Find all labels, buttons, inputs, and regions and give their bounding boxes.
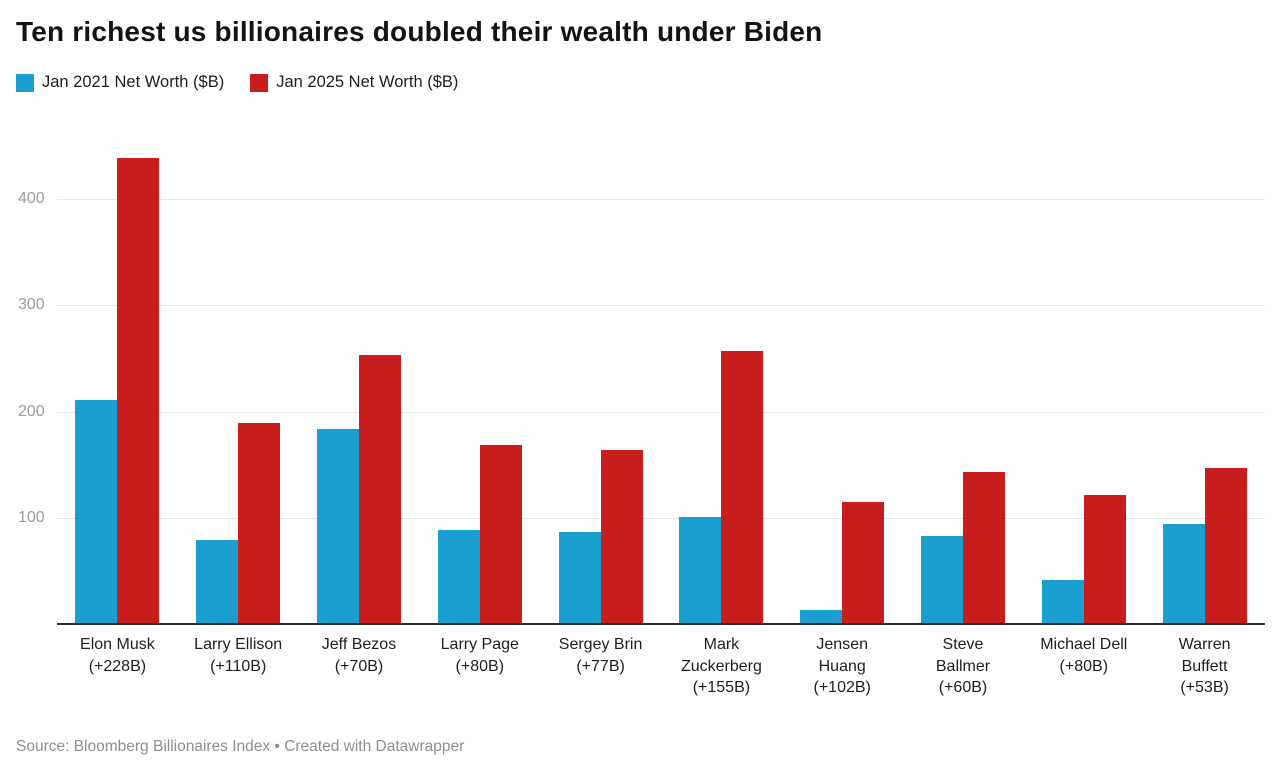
x-label-7: Steve Ballmer (+60B) bbox=[935, 636, 991, 696]
x-label-0: Elon Musk (+228B) bbox=[80, 636, 155, 675]
bar-2025-7 bbox=[962, 471, 1005, 623]
bar-group-1 bbox=[178, 150, 299, 623]
bar-group-3 bbox=[419, 150, 540, 623]
bar-group-9 bbox=[1144, 150, 1265, 623]
x-label-6: Jensen Huang (+102B) bbox=[813, 636, 871, 696]
bar-group-4 bbox=[540, 150, 661, 623]
bar-2021-7 bbox=[920, 535, 963, 623]
gridline-200 bbox=[57, 411, 1265, 413]
bar-group-2 bbox=[299, 150, 420, 623]
x-label-8: Michael Dell (+80B) bbox=[1040, 636, 1128, 675]
bar-2025-0 bbox=[117, 157, 160, 623]
y-tick-label-200: 200 bbox=[18, 402, 45, 420]
bar-2021-2 bbox=[316, 429, 359, 623]
gridline-400 bbox=[57, 198, 1265, 200]
bar-2021-9 bbox=[1162, 523, 1205, 623]
bar-group-7 bbox=[903, 150, 1024, 623]
bar-group-8 bbox=[1023, 150, 1144, 623]
bar-group-0 bbox=[57, 150, 178, 623]
x-label-4: Sergey Brin (+77B) bbox=[558, 636, 643, 675]
bar-2021-5 bbox=[679, 516, 722, 623]
legend-label-2021: Jan 2021 Net Worth ($B) bbox=[42, 73, 225, 91]
bar-2025-9 bbox=[1204, 467, 1247, 623]
x-label-5: Mark Zuckerberg (+155B) bbox=[680, 636, 762, 696]
y-tick-label-300: 300 bbox=[18, 296, 45, 314]
legend-swatch-2025-icon bbox=[250, 73, 269, 92]
gridline-100 bbox=[57, 518, 1265, 520]
bar-2025-5 bbox=[721, 351, 764, 623]
legend-swatch-2021-icon bbox=[16, 73, 34, 92]
bar-2021-8 bbox=[1041, 580, 1084, 623]
legend-label-2025: Jan 2025 Net Worth ($B) bbox=[276, 73, 459, 91]
source-attribution: Source: Bloomberg Billionaires Index • C… bbox=[16, 738, 465, 755]
x-label-3: Larry Page (+80B) bbox=[440, 636, 519, 675]
bar-2021-1 bbox=[196, 539, 239, 623]
plot-area bbox=[57, 150, 1265, 625]
y-tick-label-400: 400 bbox=[18, 189, 45, 207]
x-label-9: Warren Buffett (+53B) bbox=[1178, 636, 1231, 696]
bar-2021-4 bbox=[558, 532, 601, 623]
bar-group-5 bbox=[661, 150, 782, 623]
x-label-1: Larry Ellison (+110B) bbox=[194, 636, 283, 675]
bar-2021-0 bbox=[75, 400, 118, 623]
chart-title: Ten richest us billionaires doubled thei… bbox=[16, 16, 823, 47]
x-axis-labels: Elon Musk (+228B) Larry Ellison (+110B) Jeff… bbox=[57, 634, 1265, 704]
bar-2025-1 bbox=[238, 422, 281, 623]
legend-item-2025: Jan 2025 Net Worth ($B) bbox=[250, 73, 458, 92]
chart-legend: Jan 2021 Net Worth ($B) Jan 2025 Net Wor… bbox=[16, 73, 458, 92]
bar-2021-6 bbox=[800, 610, 843, 623]
legend-item-2021: Jan 2021 Net Worth ($B) bbox=[16, 73, 224, 92]
bar-2025-6 bbox=[842, 501, 885, 623]
bar-group-6 bbox=[782, 150, 903, 623]
bar-2021-3 bbox=[437, 530, 480, 623]
bar-2025-8 bbox=[1083, 495, 1126, 623]
bar-2025-4 bbox=[600, 450, 643, 623]
y-tick-label-100: 100 bbox=[18, 509, 45, 527]
bar-2025-3 bbox=[479, 445, 522, 623]
gridline-300 bbox=[57, 305, 1265, 307]
x-label-2: Jeff Bezos (+70B) bbox=[321, 636, 397, 675]
bar-2025-2 bbox=[358, 354, 401, 623]
